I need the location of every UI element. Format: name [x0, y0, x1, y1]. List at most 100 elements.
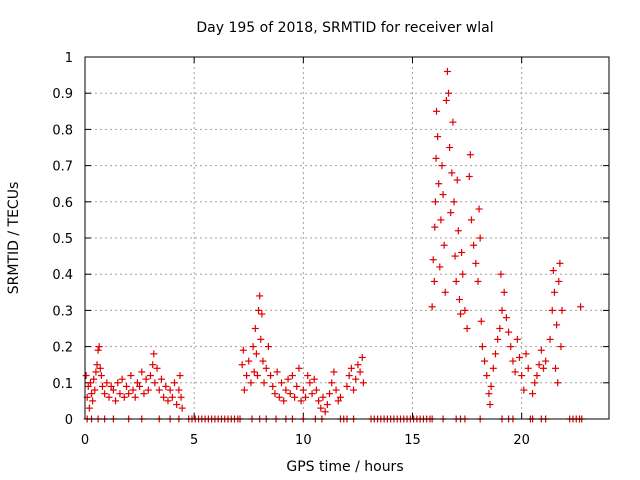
data-point: [282, 386, 290, 394]
data-point: [450, 198, 458, 206]
data-point: [507, 343, 515, 351]
data-point: [317, 404, 325, 412]
data-point: [476, 234, 484, 242]
data-point: [299, 386, 307, 394]
data-point: [293, 382, 301, 390]
data-point: [273, 368, 281, 376]
x-tick-label: 0: [81, 433, 89, 448]
data-point: [354, 361, 362, 369]
data-point: [443, 67, 451, 75]
data-point: [336, 393, 344, 401]
data-point: [347, 364, 355, 372]
data-point: [535, 361, 543, 369]
data-point: [171, 379, 179, 387]
data-point: [486, 401, 494, 409]
data-point: [131, 393, 139, 401]
data-point: [150, 350, 158, 358]
data-point: [94, 346, 102, 354]
data-point: [529, 390, 537, 398]
data-point: [166, 386, 174, 394]
data-point: [449, 118, 457, 126]
data-point: [297, 397, 305, 405]
x-axis-label: GPS time / hours: [286, 459, 403, 475]
data-point: [467, 216, 475, 224]
data-point: [107, 382, 115, 390]
data-point: [105, 393, 113, 401]
data-point: [552, 364, 560, 372]
data-point: [257, 335, 265, 343]
data-point: [86, 379, 94, 387]
data-point: [91, 386, 99, 394]
data-point: [118, 375, 126, 383]
data-point: [243, 372, 251, 380]
data-point: [453, 176, 461, 184]
data-point: [432, 154, 440, 162]
data-point: [129, 386, 137, 394]
data-point: [474, 277, 482, 285]
data-point: [483, 372, 491, 380]
data-point: [458, 248, 466, 256]
y-tick-label: 0.4: [52, 268, 73, 283]
y-tick-label: 0.5: [52, 232, 73, 247]
data-point: [455, 296, 463, 304]
data-point: [249, 343, 257, 351]
data-point: [155, 386, 163, 394]
data-point: [522, 350, 530, 358]
data-point: [555, 277, 563, 285]
data-point: [164, 397, 172, 405]
data-point: [429, 256, 437, 264]
data-point: [546, 335, 554, 343]
data-point: [334, 397, 342, 405]
chart-title: Day 195 of 2018, SRMTID for receiver wla…: [196, 20, 493, 36]
data-point: [509, 357, 517, 365]
data-point: [120, 393, 128, 401]
data-point: [356, 368, 364, 376]
data-point: [250, 368, 258, 376]
data-point: [151, 379, 159, 387]
data-point: [286, 390, 294, 398]
data-point: [157, 375, 165, 383]
data-point: [251, 325, 259, 332]
data-point: [84, 382, 92, 390]
data-point: [463, 325, 471, 332]
data-point: [267, 372, 275, 380]
y-tick-label: 0.2: [52, 341, 73, 356]
data-point: [431, 223, 439, 231]
data-point: [90, 375, 98, 383]
data-point: [96, 364, 104, 372]
data-point: [147, 372, 154, 380]
data-point: [271, 390, 279, 398]
data-point: [445, 89, 453, 97]
data-point: [177, 393, 185, 401]
plot-frame: [84, 56, 610, 420]
data-point: [160, 393, 168, 401]
data-point: [153, 364, 161, 372]
data-point: [542, 357, 550, 365]
data-point: [440, 241, 448, 249]
y-tick-label: 0.6: [52, 196, 73, 211]
data-point: [173, 401, 181, 409]
data-point: [168, 393, 176, 401]
data-point: [308, 390, 316, 398]
data-point: [116, 390, 124, 398]
data-point: [269, 382, 277, 390]
data-point: [577, 303, 585, 311]
data-point: [515, 353, 523, 361]
data-point: [140, 390, 148, 398]
data-point: [304, 372, 312, 380]
data-point: [178, 404, 186, 412]
data-point: [438, 162, 446, 170]
data-point: [497, 270, 505, 278]
data-point: [326, 390, 334, 398]
data-point: [442, 96, 450, 104]
data-point: [240, 386, 248, 394]
data-point: [554, 379, 562, 387]
data-point: [548, 306, 556, 314]
data-point: [502, 314, 510, 322]
data-point: [136, 382, 144, 390]
data-point: [101, 390, 109, 398]
data-point: [452, 277, 460, 285]
data-point: [494, 335, 502, 343]
data-point: [98, 382, 106, 390]
data-point: [125, 390, 133, 398]
